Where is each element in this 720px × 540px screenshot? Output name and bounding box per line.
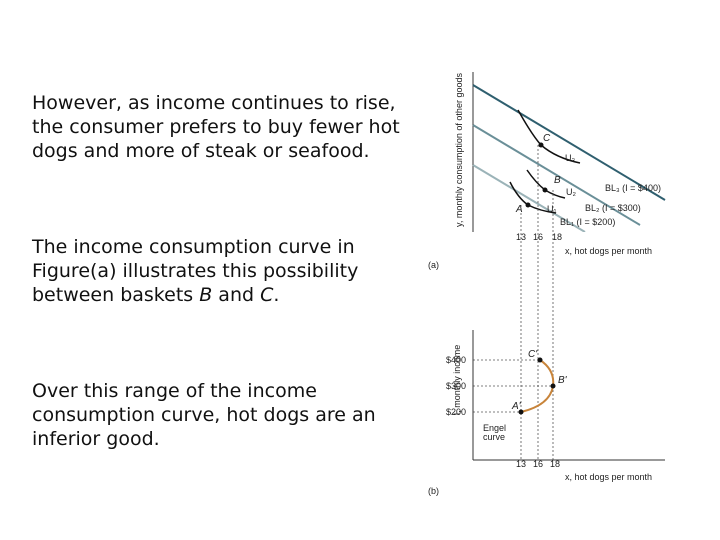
guides [473,145,554,460]
tick-label: 18 [552,232,562,242]
text: B [199,284,213,306]
tick-label: 18 [550,459,560,469]
tick-label: $200 [446,407,466,417]
line-label: BL₃ (I = $400) [605,183,661,193]
text: . [273,284,280,306]
tick-label: $400 [446,355,466,365]
axis-label: x, hot dogs per month [565,472,652,482]
budget-line [472,84,666,201]
paragraph: The income consumption curve in Figure(a… [32,235,422,307]
point-label: C [543,133,551,144]
curve-label: U₂ [566,187,576,197]
axis-label: y, monthly consumption of other goods [454,73,464,227]
tick-label: $300 [446,381,466,391]
text: C [260,284,274,306]
line-label: BL₂ (I = $300) [585,203,641,213]
line-label: BL₁ (I = $200) [560,217,615,227]
curve-label: curve [483,432,505,442]
point-label: A' [511,401,522,412]
tick-label: 16 [533,459,543,469]
point-label: C' [528,349,538,360]
paragraph: However, as income continues to rise, th… [32,92,400,162]
axis-label: x, hot dogs per month [565,246,652,256]
axis-label: I, monthly income [452,345,462,416]
panel-label: (b) [428,486,439,496]
tick-label: 13 [516,459,526,469]
point [550,383,556,389]
curve-label: Engel [483,423,506,433]
point [525,202,531,208]
point-label: A [515,204,523,215]
text: The income consumption curve in Figure(a… [32,236,359,306]
point-label: B' [558,375,568,386]
point [542,187,548,193]
point [538,142,544,148]
panel-label: (a) [428,260,439,270]
point [537,357,543,363]
crop [440,232,680,236]
budget-line [472,124,641,226]
paragraph: Over this range of the income consumptio… [32,380,376,450]
text: and [212,284,261,306]
curve-label: U₁ [547,204,557,214]
curve-label: U₃ [565,153,575,163]
point-label: B [554,175,561,186]
point [518,409,524,415]
budget-line [472,164,586,233]
